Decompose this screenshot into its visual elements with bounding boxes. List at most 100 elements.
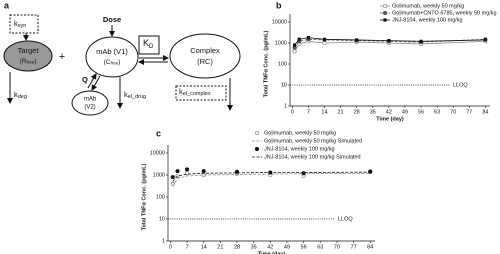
marker xyxy=(170,175,175,180)
y-tick-label: 100 xyxy=(156,194,165,200)
q-label: Q xyxy=(82,75,88,84)
mab-v1-node xyxy=(85,36,139,78)
x-tick-label: 42 xyxy=(267,244,273,250)
x-tick-label: 0 xyxy=(291,109,294,115)
panel-label: b xyxy=(276,0,282,10)
marker xyxy=(175,169,180,174)
marker xyxy=(322,37,327,41)
arrow xyxy=(87,73,97,89)
x-tick-label: 49 xyxy=(402,109,408,115)
reference-label: LLOQ xyxy=(453,82,468,88)
x-tick-label: 70 xyxy=(334,244,340,250)
chart: c 1 10 100 1000 10000 0 7 14 21 28 35 42 49 56 63 70 77 84… xyxy=(141,128,375,254)
legend-label: Golimumab, weekly 50 mg/kg xyxy=(392,3,464,9)
kel-complex-box xyxy=(175,85,227,101)
mab-v1-state: (Cfree) xyxy=(104,59,121,66)
legend-label: Golimumab, weekly 50 mg/kg xyxy=(264,130,336,136)
x-tick-label: 7 xyxy=(307,109,310,115)
marker xyxy=(387,39,391,43)
x-tick-label: 14 xyxy=(201,244,207,250)
mab-v1-label: mAb (V1) xyxy=(96,47,128,56)
ksyn-box xyxy=(9,14,39,34)
marker xyxy=(483,38,488,42)
x-tick-label: 42 xyxy=(386,109,392,115)
x-tick-label: 56 xyxy=(301,244,307,250)
target-label: Target xyxy=(18,46,40,55)
arrow xyxy=(91,75,101,91)
mab-v2-node xyxy=(71,90,109,116)
dose-label: Dose xyxy=(103,15,121,24)
legend-label: JNJ-8104, weekly 100 mg/kg Simulated xyxy=(264,154,361,160)
plus: + xyxy=(59,51,65,63)
x-tick-label: 70 xyxy=(450,109,456,115)
y-axis-label: Total TNFα Conc. (pg/mL) xyxy=(263,30,269,97)
x-axis-label: Time (day) xyxy=(258,251,286,254)
marker xyxy=(201,169,206,174)
target-state: (Rfree) xyxy=(20,58,37,65)
legend-marker xyxy=(383,18,387,22)
marker xyxy=(419,39,423,43)
y-tick-label: 1000 xyxy=(275,40,287,46)
mab-v2-state: (V2) xyxy=(84,105,95,111)
legend-label: Golimumab+CNTO 6785, weekly 50 mg/kg xyxy=(392,10,497,16)
chart: b 1 10 100 1000 10000 0 7 14 21 28 35 42 49 56 63 70 77 84… xyxy=(263,0,496,122)
reference-label: LLOQ xyxy=(338,216,353,222)
x-tick-label: 14 xyxy=(321,109,327,115)
series-line xyxy=(172,172,371,187)
x-tick-label: 63 xyxy=(434,109,440,115)
y-tick-label: 10 xyxy=(281,82,287,88)
x-tick-label: 84 xyxy=(482,109,488,115)
marker xyxy=(306,36,310,40)
x-tick-label: 28 xyxy=(234,244,240,250)
target-node xyxy=(3,40,53,72)
legend-marker xyxy=(382,3,388,9)
x-tick-label: 35 xyxy=(370,109,376,115)
x-tick-label: 0 xyxy=(169,244,172,250)
legend-marker xyxy=(254,146,260,152)
y-tick-label: 1000 xyxy=(153,172,165,178)
y-tick-label: 10 xyxy=(159,216,165,222)
series-line xyxy=(172,171,371,182)
k-syn: ksyn xyxy=(14,19,26,29)
x-tick-label: 21 xyxy=(217,244,223,250)
mab-v2-label: mAb xyxy=(84,97,97,103)
marker xyxy=(292,49,297,54)
k-d: KD xyxy=(143,38,154,49)
marker xyxy=(292,43,297,47)
marker xyxy=(355,38,359,42)
legend-label: JNJ-8104, weekly 100 mg/kg xyxy=(392,17,463,23)
y-tick-label: 1 xyxy=(162,238,165,244)
x-tick-label: 84 xyxy=(367,244,373,250)
marker xyxy=(184,167,190,172)
x-tick-label: 77 xyxy=(351,244,357,250)
complex-node xyxy=(169,33,241,79)
x-axis-label: Time (day) xyxy=(376,116,404,122)
y-tick-label: 100 xyxy=(278,61,287,67)
k-el-complex: kel_complex xyxy=(179,87,211,97)
x-tick-label: 77 xyxy=(466,109,472,115)
marker xyxy=(301,171,306,176)
x-tick-label: 56 xyxy=(418,109,424,115)
y-tick-label: 1 xyxy=(284,103,287,109)
complex-label: Complex xyxy=(190,46,220,55)
legend-marker xyxy=(254,130,260,136)
y-tick-label: 10000 xyxy=(272,19,287,25)
legend-label: JNJ-8104, weekly 100 mg/kg xyxy=(264,146,335,152)
panel-a: a ksyn Target (Rfree) + Dose mAb (V1) (C… xyxy=(3,0,241,116)
marker xyxy=(297,37,301,41)
complex-state: (RC) xyxy=(197,57,213,66)
k-deg: kdeg xyxy=(14,90,27,100)
x-tick-label: 63 xyxy=(317,244,323,250)
y-tick-label: 10000 xyxy=(150,150,165,156)
x-tick-label: 7 xyxy=(186,244,189,250)
x-tick-label: 49 xyxy=(284,244,290,250)
kd-box xyxy=(138,35,160,55)
x-tick-label: 21 xyxy=(338,109,344,115)
x-tick-label: 28 xyxy=(354,109,360,115)
k-el-drug: kel_drug xyxy=(124,90,146,100)
y-axis-label: Total TNFα Conc. (pg/mL) xyxy=(141,163,147,230)
panel-label: a xyxy=(4,0,10,10)
legend-marker xyxy=(382,10,388,16)
legend-label: Golimumab, weekly 50 mg/kg Simulated xyxy=(264,138,362,144)
